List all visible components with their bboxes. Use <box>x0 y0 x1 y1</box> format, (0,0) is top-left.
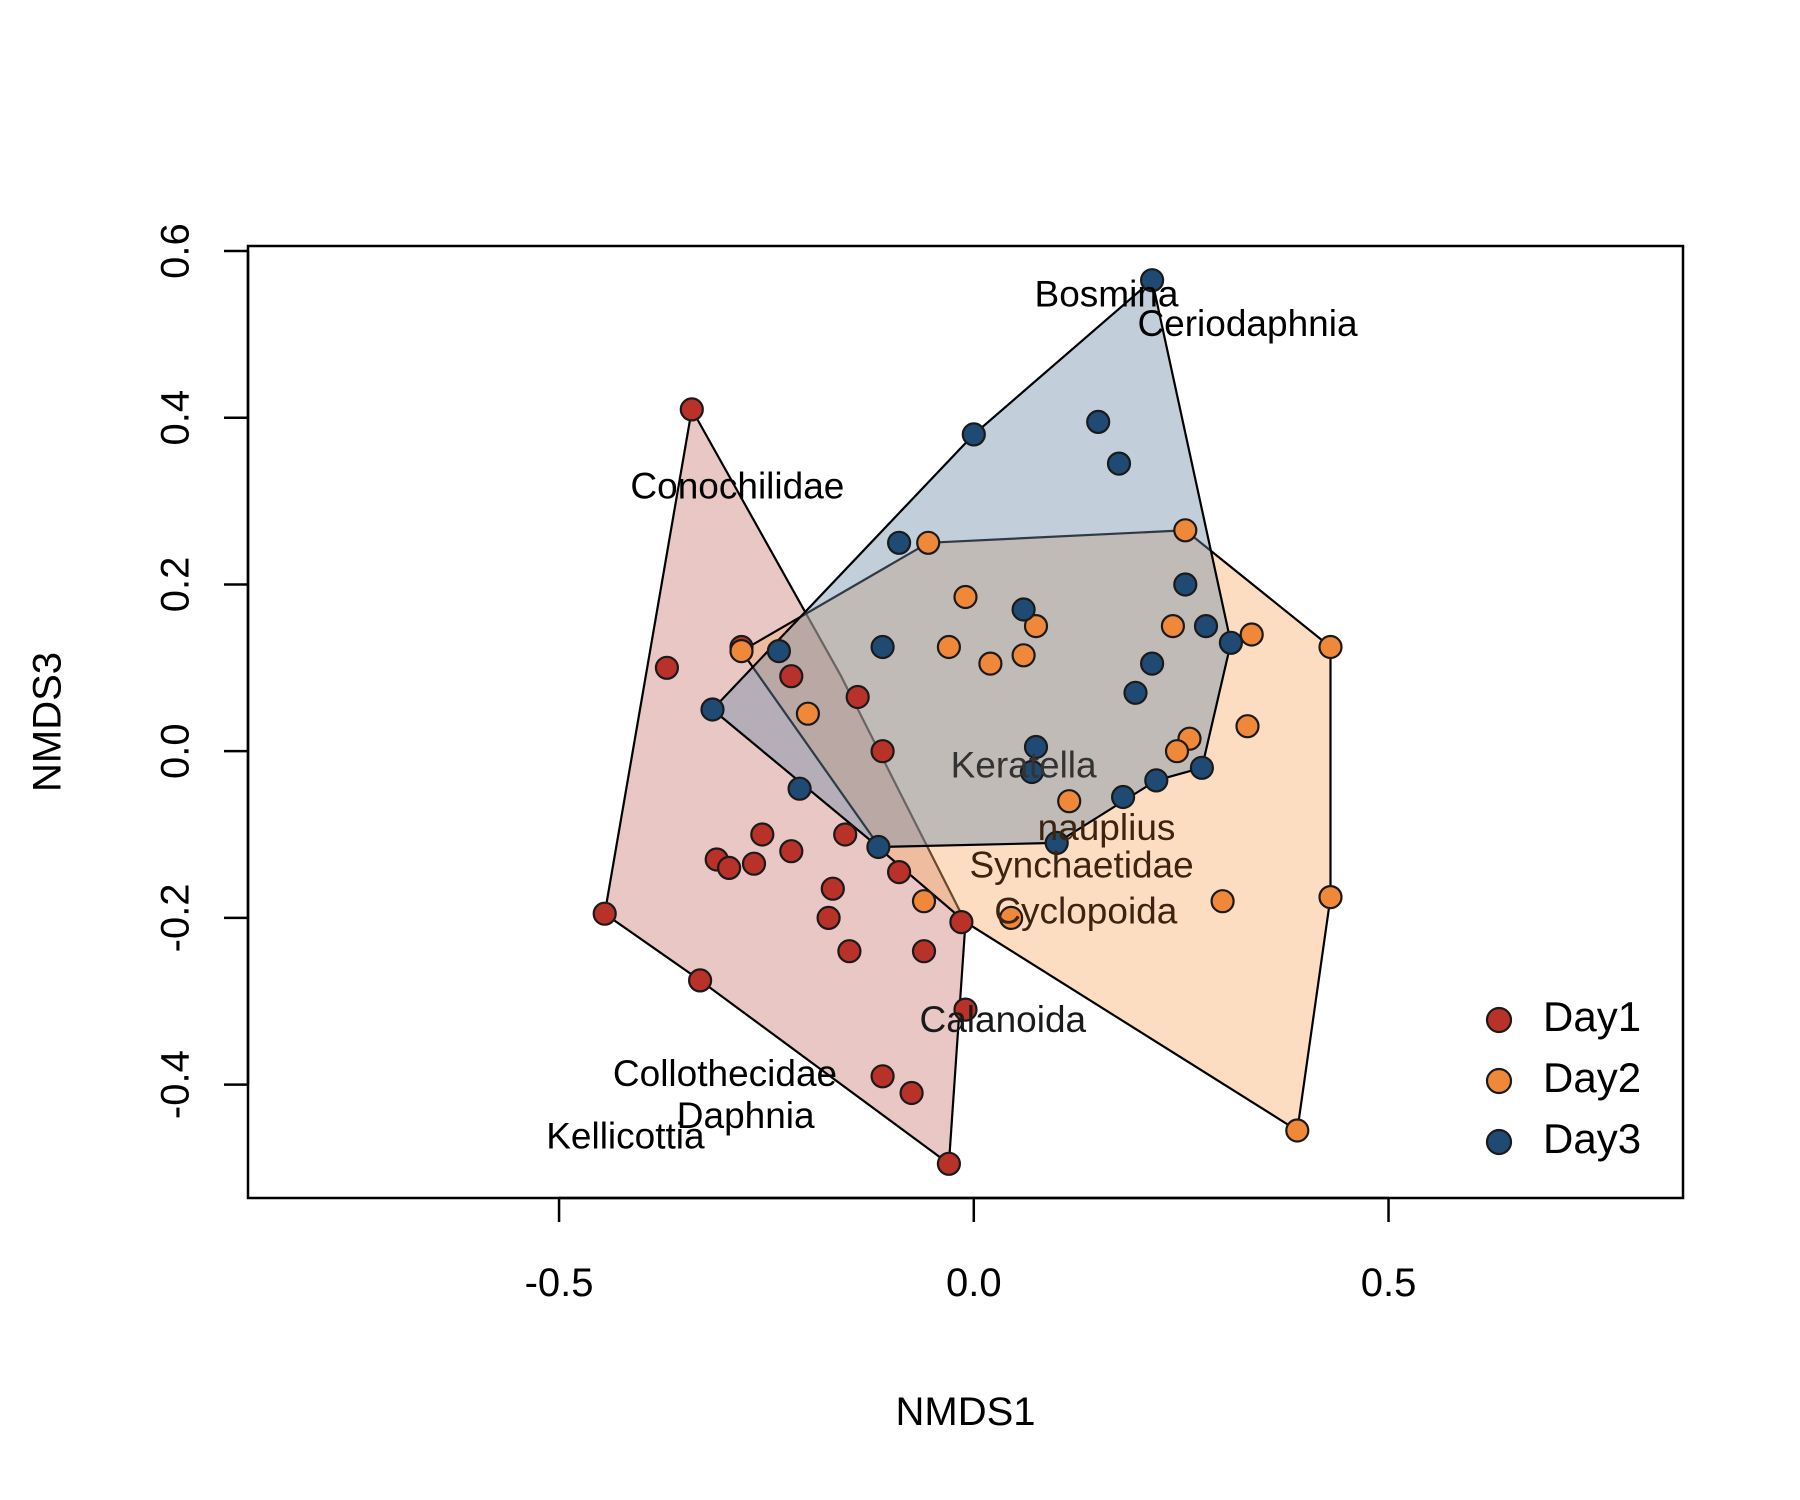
y-tick-label: 0.6 <box>154 223 198 279</box>
point-day1 <box>837 939 862 964</box>
species-label: Cyclopoida <box>994 890 1177 931</box>
species-label: Conochilidae <box>630 465 844 506</box>
y-tick-label: 0.4 <box>154 390 198 446</box>
point-day1 <box>899 1080 924 1106</box>
point-day1 <box>953 997 978 1022</box>
point-day2 <box>1057 789 1082 814</box>
point-day3 <box>1189 755 1215 780</box>
point-day2 <box>1023 613 1049 639</box>
point-layer <box>592 268 1343 1176</box>
point-day3 <box>1023 734 1049 760</box>
legend-marker-day1 <box>1485 1006 1513 1034</box>
x-tick-label: 0.5 <box>1361 1261 1417 1305</box>
species-label: Keratella <box>951 745 1097 786</box>
point-day1 <box>679 397 704 422</box>
point-day3 <box>870 634 895 660</box>
point-day2 <box>1318 884 1343 910</box>
point-day3 <box>1139 651 1165 676</box>
point-day1 <box>886 859 912 885</box>
point-day2 <box>729 638 754 664</box>
species-label: Calanoida <box>919 999 1086 1040</box>
point-day2 <box>1285 1118 1310 1143</box>
point-day3 <box>1044 830 1069 856</box>
species-label: Bosmina <box>1035 274 1179 315</box>
point-day1 <box>949 909 974 935</box>
legend-label-day2: Day2 <box>1543 1054 1641 1101</box>
point-day1 <box>936 1151 962 1176</box>
point-day3 <box>1110 784 1136 810</box>
point-day2 <box>978 651 1003 676</box>
point-day2 <box>1239 622 1264 647</box>
point-day2 <box>1164 739 1190 764</box>
point-day1 <box>750 822 775 847</box>
point-day3 <box>1106 451 1132 476</box>
x-tick-label: 0.0 <box>946 1261 1002 1305</box>
point-day2 <box>1210 889 1235 914</box>
point-day3 <box>1011 597 1036 622</box>
point-day1 <box>845 684 870 710</box>
point-day1 <box>820 876 845 901</box>
point-day3 <box>866 834 891 860</box>
point-day1 <box>779 664 804 689</box>
species-label: Ceriodaphnia <box>1137 303 1358 344</box>
y-tick-label: -0.2 <box>154 883 198 952</box>
point-day1 <box>687 968 713 993</box>
point-day2 <box>936 634 962 660</box>
point-day3 <box>1139 268 1165 293</box>
y-axis-label: NMDS3 <box>26 652 70 792</box>
point-day1 <box>870 739 895 764</box>
point-day2 <box>953 584 978 610</box>
point-day1 <box>833 822 858 847</box>
point-day1 <box>779 839 804 864</box>
species-label: Kellicottia <box>546 1116 705 1157</box>
point-day3 <box>1173 572 1198 597</box>
species-label: nauplius <box>1038 807 1176 848</box>
species-label: Collothecidae <box>613 1053 837 1094</box>
point-day2 <box>1235 714 1260 739</box>
legend-label-day1: Day1 <box>1543 993 1641 1040</box>
point-day1 <box>816 905 841 931</box>
point-day2 <box>1011 643 1036 668</box>
point-day2 <box>795 701 821 726</box>
point-day3 <box>766 638 792 664</box>
point-day1 <box>716 855 742 881</box>
point-day3 <box>700 697 725 722</box>
point-day2 <box>916 530 941 555</box>
legend-label-day3: Day3 <box>1543 1115 1641 1162</box>
legend-marker-day2 <box>1485 1067 1513 1095</box>
point-day3 <box>1218 630 1244 655</box>
point-day3 <box>1019 759 1045 785</box>
point-day2 <box>1318 634 1343 660</box>
point-day1 <box>741 851 767 876</box>
legend: Day1 Day2 Day3 <box>1485 993 1641 1162</box>
point-day3 <box>1123 680 1148 705</box>
legend-marker-day3 <box>1485 1128 1513 1156</box>
x-axis-label: NMDS1 <box>895 1390 1035 1434</box>
point-day1 <box>592 901 617 926</box>
point-day1 <box>911 939 937 964</box>
point-day3 <box>787 776 812 801</box>
point-day1 <box>654 655 680 680</box>
point-day3 <box>961 422 986 447</box>
point-day2 <box>911 889 937 914</box>
point-day3 <box>886 530 912 555</box>
species-label: Synchaetidae <box>969 845 1193 886</box>
point-day1 <box>870 1064 895 1089</box>
y-tick-label: 0.2 <box>154 557 198 613</box>
species-label: Daphnia <box>677 1095 815 1136</box>
point-day2 <box>998 905 1024 931</box>
point-day2 <box>1160 613 1186 639</box>
point-day3 <box>1193 613 1219 639</box>
point-day3 <box>1144 768 1169 793</box>
axis-layer: -0.5 0.0 0.5 -0.4 -0.2 0.0 0.2 0.4 0.6 <box>154 223 1417 1305</box>
y-tick-label: 0.0 <box>154 723 198 779</box>
x-tick-label: -0.5 <box>525 1261 594 1305</box>
point-day2 <box>1173 518 1198 543</box>
y-tick-label: -0.4 <box>154 1050 198 1119</box>
point-day3 <box>1086 409 1111 434</box>
